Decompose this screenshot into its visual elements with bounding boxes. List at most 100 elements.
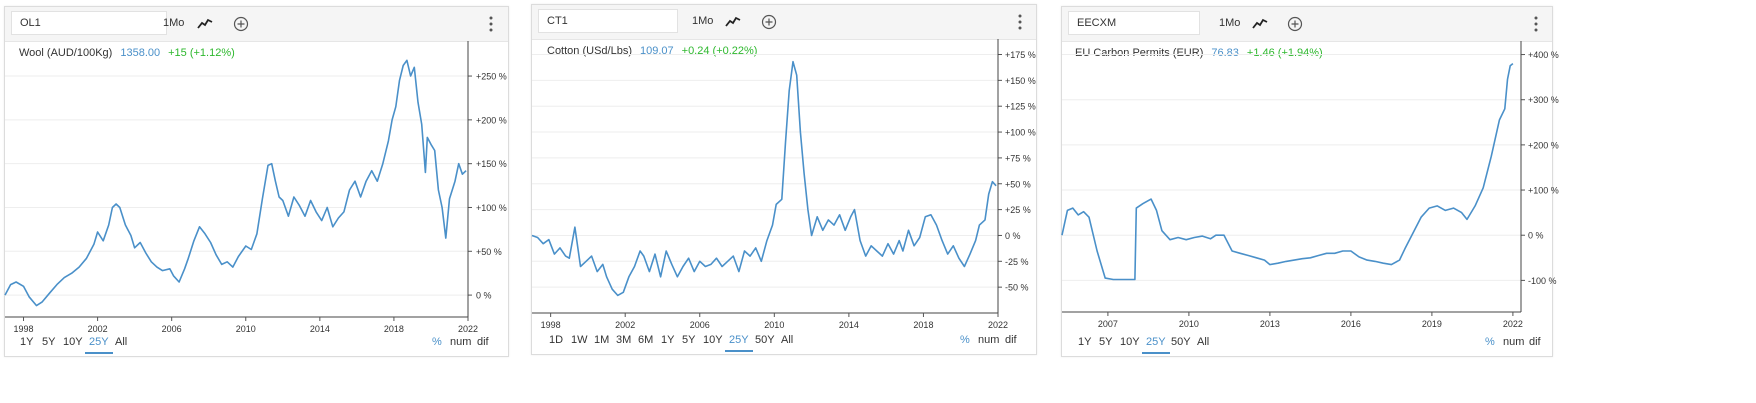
range-10y-button[interactable]: 10Y	[703, 334, 723, 346]
mode-num-button[interactable]: num	[450, 336, 472, 348]
chart-legend: EU Carbon Permits (EUR) 76.83 +1.46 (+1.94…	[1075, 47, 1323, 59]
chart-legend: Wool (AUD/100Kg) 1358.00 +15 (+1.12%)	[19, 47, 235, 59]
mode-num-button[interactable]: num	[1503, 336, 1525, 348]
chart-area[interactable]: +250 % +200 % +150 % +100 % +50 % 0 % 1998 2002…	[4, 7, 508, 356]
x-tick-label: 2018	[913, 320, 933, 330]
x-tick-label: 1998	[541, 320, 561, 330]
y-tick-label: 0 %	[1005, 231, 1021, 241]
mode-percent-button[interactable]: %	[432, 336, 442, 348]
chart-area[interactable]: +175 % +150 % +125 % +100 % +75 % +50 % +25 % 0…	[531, 5, 1036, 354]
interval-selector[interactable]: 1Mo	[692, 15, 714, 27]
line-chart-icon[interactable]	[1252, 16, 1268, 32]
mode-percent-button[interactable]: %	[1485, 336, 1495, 348]
x-tick-label: 2013	[1260, 319, 1280, 329]
range-1d-button[interactable]: 1D	[549, 334, 564, 346]
y-tick-label: -25 %	[1005, 257, 1029, 267]
mode-dif-button[interactable]: dif	[1005, 334, 1017, 346]
legend-name: Cotton (USd/Lbs)	[547, 45, 632, 57]
y-tick-label: 0 %	[1528, 231, 1544, 241]
y-tick-label: +175 %	[1005, 50, 1036, 60]
x-tick-label: 1998	[14, 324, 34, 334]
y-tick-label: +150 %	[1005, 76, 1036, 86]
symbol-input[interactable]	[538, 9, 678, 33]
x-tick-label: 2010	[1179, 319, 1199, 329]
range-50y-button[interactable]: 50Y	[755, 334, 775, 346]
range-5y-button[interactable]: 5Y	[42, 336, 56, 348]
y-tick-label: +75 %	[1005, 153, 1031, 163]
y-tick-label: +200 %	[1528, 140, 1559, 150]
range-bar: 1Y 5Y 10Y 25Y 50Y All % num dif	[1062, 330, 1552, 356]
range-50y-button[interactable]: 50Y	[1171, 336, 1191, 348]
range-1m-button[interactable]: 1M	[594, 334, 610, 346]
range-10y-button[interactable]: 10Y	[1120, 336, 1140, 348]
legend-name: EU Carbon Permits (EUR)	[1075, 47, 1204, 59]
range-all-button[interactable]: All	[1197, 336, 1210, 348]
legend-price: 76.83	[1211, 47, 1239, 59]
legend-name: Wool (AUD/100Kg)	[19, 47, 113, 59]
y-tick-label: 0 %	[476, 291, 492, 301]
x-tick-label: 2019	[1422, 319, 1442, 329]
range-1y-button[interactable]: 1Y	[661, 334, 675, 346]
interval-selector[interactable]: 1Mo	[1219, 17, 1241, 29]
more-vertical-icon[interactable]	[487, 14, 495, 34]
range-all-button[interactable]: All	[781, 334, 794, 346]
range-5y-button[interactable]: 5Y	[1099, 336, 1113, 348]
range-1y-button[interactable]: 1Y	[20, 336, 34, 348]
add-circle-icon[interactable]	[233, 16, 249, 32]
mode-num-button[interactable]: num	[978, 334, 1000, 346]
range-1w-button[interactable]: 1W	[571, 334, 588, 346]
range-25y-button[interactable]: 25Y	[85, 336, 113, 354]
chart-area[interactable]: +400 % +300 % +200 % +100 % 0 % -100 % 2007 201…	[1061, 7, 1559, 356]
x-tick-label: 2007	[1098, 319, 1118, 329]
range-all-button[interactable]: All	[115, 336, 128, 348]
mode-dif-button[interactable]: dif	[1529, 336, 1541, 348]
range-5y-button[interactable]: 5Y	[682, 334, 696, 346]
line-chart-icon[interactable]	[197, 16, 213, 32]
x-tick-label: 2022	[458, 324, 478, 334]
range-25y-button[interactable]: 25Y	[725, 334, 753, 352]
more-vertical-icon[interactable]	[1532, 14, 1540, 34]
line-chart-icon[interactable]	[725, 14, 741, 30]
chart-legend: Cotton (USd/Lbs) 109.07 +0.24 (+0.22%)	[547, 45, 757, 57]
series-line	[531, 60, 997, 297]
y-tick-label: +100 %	[1005, 128, 1036, 138]
symbol-input[interactable]	[1068, 11, 1200, 35]
panel-toolbar: 1Mo	[5, 7, 508, 42]
range-6m-button[interactable]: 6M	[638, 334, 654, 346]
legend-price: 109.07	[639, 45, 674, 57]
mode-percent-button[interactable]: %	[960, 334, 970, 346]
x-tick-label: 2006	[690, 320, 710, 330]
symbol-input[interactable]	[11, 11, 167, 35]
range-bar: 1D 1W 1M 3M 6M 1Y 5Y 10Y 25Y 50Y All % n…	[532, 328, 1036, 354]
interval-selector[interactable]: 1Mo	[163, 17, 185, 29]
x-tick-label: 2014	[839, 320, 859, 330]
x-tick-label: 2014	[310, 324, 330, 334]
legend-change: +1.46 (+1.94%)	[1246, 47, 1323, 59]
mode-dif-button[interactable]: dif	[477, 336, 489, 348]
panel-toolbar: 1Mo	[1062, 7, 1552, 42]
add-circle-icon[interactable]	[1287, 16, 1303, 32]
y-tick-label: +25 %	[1005, 205, 1031, 215]
series-line	[4, 59, 467, 307]
range-25y-button[interactable]: 25Y	[1142, 336, 1170, 354]
legend-price: 1358.00	[120, 47, 161, 59]
range-1y-button[interactable]: 1Y	[1078, 336, 1092, 348]
y-tick-label: +150 %	[476, 159, 507, 169]
range-10y-button[interactable]: 10Y	[63, 336, 83, 348]
x-tick-label: 2016	[1341, 319, 1361, 329]
series-line	[1061, 62, 1514, 281]
x-tick-label: 2010	[764, 320, 784, 330]
x-tick-label: 2010	[236, 324, 256, 334]
y-tick-label: -50 %	[1005, 283, 1029, 293]
y-tick-label: +50 %	[476, 247, 502, 257]
x-tick-label: 2022	[988, 320, 1008, 330]
legend-change: +15 (+1.12%)	[168, 47, 235, 59]
chart-panel-wool: 1Mo Wool (AUD/100Kg)1358.00+15 (+1.12%) …	[4, 6, 509, 357]
add-circle-icon[interactable]	[761, 14, 777, 30]
range-3m-button[interactable]: 3M	[616, 334, 632, 346]
more-vertical-icon[interactable]	[1016, 12, 1024, 32]
y-tick-label: +100 %	[476, 203, 507, 213]
x-tick-label: 2002	[615, 320, 635, 330]
chart-panel-eu-carbon: 1Mo EU Carbon Permits (EUR) 76.83 +1.46 (+…	[1061, 6, 1559, 357]
y-tick-label: -100 %	[1528, 276, 1557, 286]
